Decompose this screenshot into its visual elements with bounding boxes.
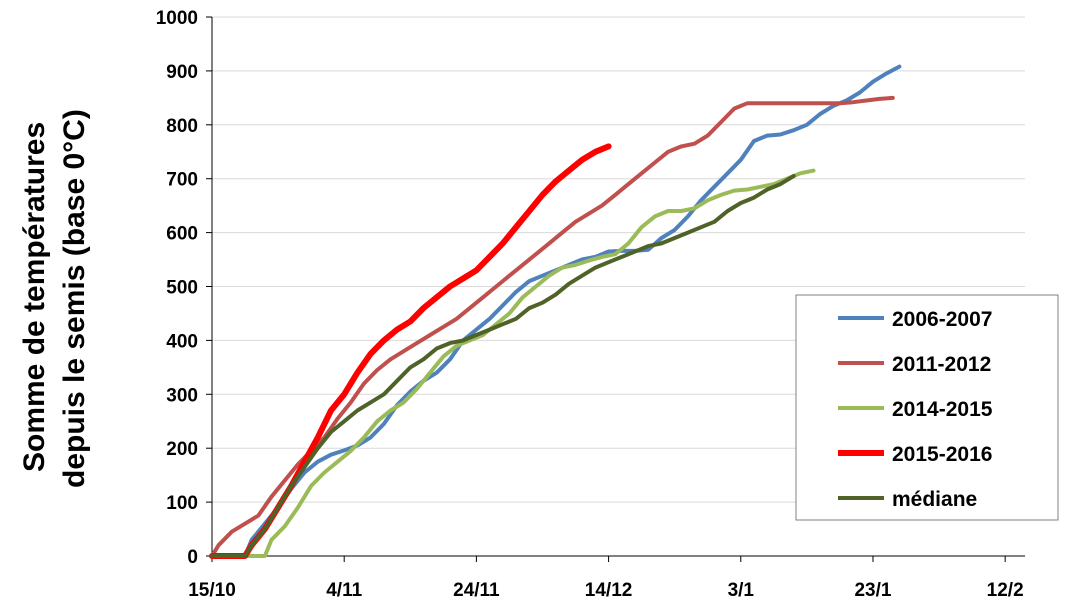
- y-tick-label: 600: [166, 224, 198, 245]
- x-tick-label: 15/10: [188, 580, 236, 601]
- y-tick-label: 200: [166, 439, 198, 460]
- y-tick-label: 800: [166, 116, 198, 137]
- axes: 0 100 200 300 400 500 600 700 800 900 1000 15/10 4/1…: [156, 8, 1025, 601]
- y-tick-label: 1000: [156, 8, 198, 29]
- series-line-2014-2015: [210, 168, 816, 558]
- series-line-médiane: [210, 174, 796, 558]
- x-tick-label: 23/1: [854, 580, 891, 601]
- y-tick-label: 400: [166, 331, 198, 352]
- x-tick-label: 12/2: [987, 580, 1024, 601]
- y-tick-label: 500: [166, 278, 198, 299]
- legend-label: 2015-2016: [892, 443, 992, 466]
- legend-label: 2006-2007: [892, 308, 992, 331]
- y-axis-label-line-2: depuis le semis (base 0°C): [58, 109, 91, 488]
- x-tick-label: 3/1: [728, 580, 755, 601]
- y-axis-label-line-1: Somme de températures: [18, 121, 51, 472]
- legend: 2006-2007 2011-2012 2014-2015 2015-2016 médi…: [795, 294, 1059, 521]
- x-tick-label: 14/12: [585, 580, 633, 601]
- y-axis-label: Somme de températures depuis le semis (b…: [6, 20, 96, 540]
- y-tick-label: 300: [166, 385, 198, 406]
- legend-label: 2011-2012: [892, 353, 991, 376]
- y-tick-label: 100: [166, 493, 198, 514]
- y-tick-label: 900: [166, 62, 198, 83]
- legend-label: médiane: [892, 488, 977, 511]
- series-line-2011-2012: [210, 95, 895, 558]
- series-lines: [209, 64, 902, 559]
- x-tick-label: 4/11: [326, 580, 362, 601]
- y-tick-label: 0: [187, 547, 198, 568]
- y-tick-label: 700: [166, 170, 198, 191]
- legend-label: 2014-2015: [892, 398, 993, 421]
- x-tick-label: 24/11: [453, 580, 500, 601]
